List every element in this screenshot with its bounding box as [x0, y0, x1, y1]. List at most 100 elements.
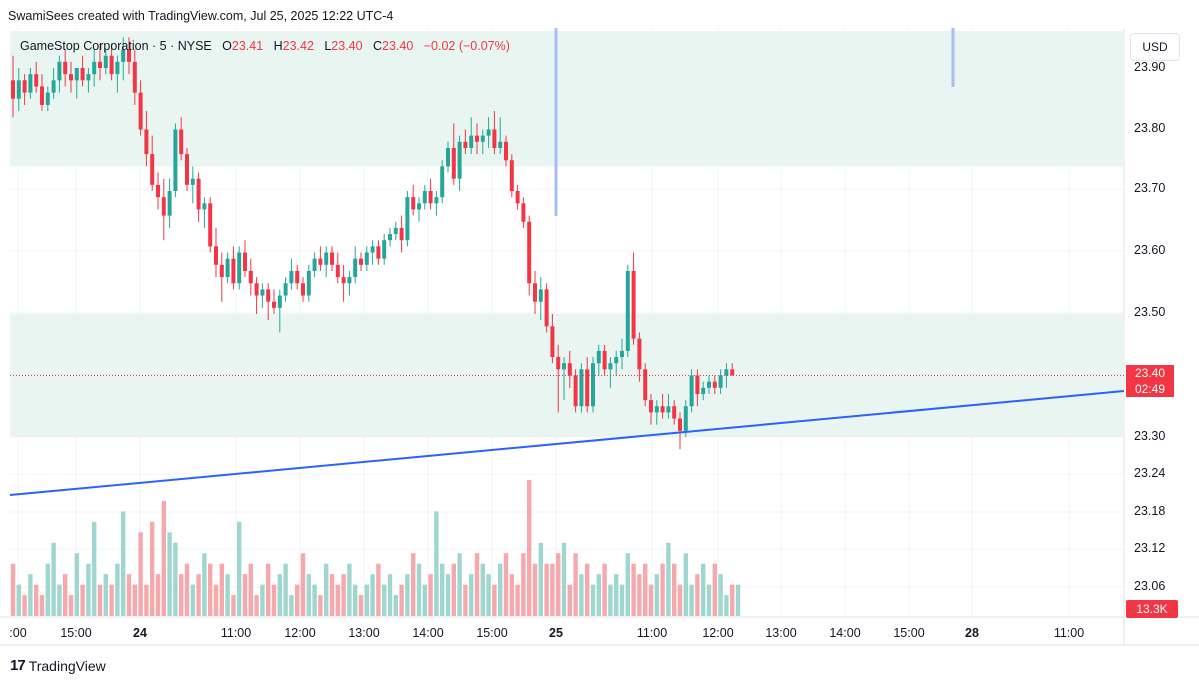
- candle-body: [515, 191, 520, 204]
- candle-body: [80, 68, 85, 81]
- candle-body: [330, 252, 334, 265]
- volume-bar: [486, 574, 491, 616]
- volume-bar: [45, 563, 50, 616]
- symbol-label[interactable]: GameStop Corporation · 5 · NYSE: [20, 39, 212, 53]
- time-tick-label: 14:00: [829, 626, 861, 640]
- volume-bar: [271, 584, 277, 616]
- time-tick-label: 25: [549, 626, 563, 640]
- volume-bar: [498, 563, 503, 616]
- time-tick-label: 13:00: [765, 626, 797, 640]
- volume-bar: [283, 563, 288, 616]
- volume-bar: [422, 584, 427, 616]
- candle-body: [306, 270, 311, 296]
- volume-bar: [16, 584, 21, 616]
- candle-body: [614, 357, 619, 364]
- candle-body: [411, 197, 416, 210]
- trendline: [9, 390, 1125, 496]
- volume-tag: 13.3K: [1126, 600, 1178, 618]
- time-tick-label: 11:00: [1053, 626, 1085, 640]
- candle-body: [393, 227, 398, 235]
- candle-body: [248, 270, 253, 284]
- candle-body: [469, 135, 474, 148]
- candle-body: [666, 406, 671, 413]
- candle-body: [295, 270, 300, 284]
- volume-bar: [126, 574, 132, 616]
- candle-body: [98, 61, 102, 68]
- volume-bar: [248, 563, 253, 616]
- candle-body: [422, 191, 427, 204]
- footer-brand[interactable]: 17 TradingView: [10, 657, 106, 674]
- price-tick-label: 23.30: [1134, 429, 1166, 443]
- volume-bar: [266, 563, 271, 616]
- volume-bar: [86, 563, 91, 616]
- volume-bar: [625, 553, 630, 616]
- credit-text: SwamiSees created with TradingView.com, …: [8, 9, 394, 23]
- volume-bar: [579, 574, 584, 616]
- currency-button[interactable]: USD: [1130, 33, 1180, 61]
- price-zone: [10, 31, 1124, 167]
- volume-bar: [231, 595, 236, 616]
- volume-bar: [405, 574, 410, 616]
- volume-bar: [306, 574, 311, 616]
- candle-body: [463, 141, 468, 148]
- volume-bar: [596, 574, 601, 616]
- volume-bar: [521, 553, 526, 616]
- volume-bar: [527, 480, 532, 616]
- candle-body: [335, 264, 340, 278]
- candle-body: [550, 326, 555, 358]
- time-tick-label: 15:00: [893, 626, 925, 640]
- high-value: 23.42: [282, 39, 314, 53]
- volume-bar: [538, 542, 543, 616]
- low-value: 23.40: [331, 39, 363, 53]
- volume-bar: [92, 521, 97, 616]
- volume-bar: [550, 563, 555, 616]
- last-price-value: 23.40: [1134, 366, 1166, 380]
- price-tick-label: 23.70: [1134, 181, 1166, 195]
- candle-body: [167, 191, 172, 216]
- volume-bar: [138, 532, 143, 616]
- candle-body: [179, 129, 184, 155]
- time-tick-label: 15:00: [476, 626, 508, 640]
- volume-bar: [213, 584, 219, 616]
- candle-body: [521, 203, 526, 222]
- volume-bar: [347, 563, 352, 616]
- candle-body: [707, 381, 711, 388]
- price-tick-label: 23.60: [1134, 243, 1166, 257]
- candle-body: [382, 240, 387, 259]
- bar-countdown: 02:49: [1134, 382, 1166, 396]
- candle-body: [22, 80, 27, 93]
- volume-bar: [706, 584, 712, 616]
- volume-bar: [399, 584, 404, 616]
- volume-bar: [132, 584, 137, 616]
- last-price-tag: 23.40 02:49: [1126, 365, 1174, 397]
- volume-bar: [567, 584, 572, 616]
- volume-bar: [434, 511, 439, 616]
- volume-bar: [144, 584, 149, 616]
- volume-bar: [474, 553, 480, 616]
- volume-bar: [300, 553, 306, 616]
- candle-body: [219, 264, 224, 278]
- open-label: O: [222, 39, 232, 53]
- candle-body: [654, 406, 659, 413]
- candle-body: [69, 74, 73, 81]
- volume-bar: [179, 574, 184, 616]
- candle-body: [446, 147, 450, 167]
- time-tick-label: 15:00: [60, 626, 92, 640]
- volume-bar: [74, 553, 79, 616]
- candle-body: [260, 289, 265, 296]
- time-tick-label: 12:00: [284, 626, 316, 640]
- time-tick-label: 11:00: [220, 626, 252, 640]
- high-label: H: [273, 39, 283, 53]
- candle-body: [364, 252, 369, 265]
- candle-body: [243, 252, 247, 271]
- candle-body: [405, 197, 410, 241]
- volume-bar: [173, 542, 178, 616]
- volume-bar: [631, 563, 636, 616]
- volume-bar: [167, 532, 172, 616]
- candle-body: [225, 258, 230, 278]
- volume-bar: [469, 574, 474, 616]
- tradingview-logo-icon: 17: [10, 657, 26, 674]
- volume-bar: [196, 574, 201, 616]
- candle-body: [289, 270, 294, 284]
